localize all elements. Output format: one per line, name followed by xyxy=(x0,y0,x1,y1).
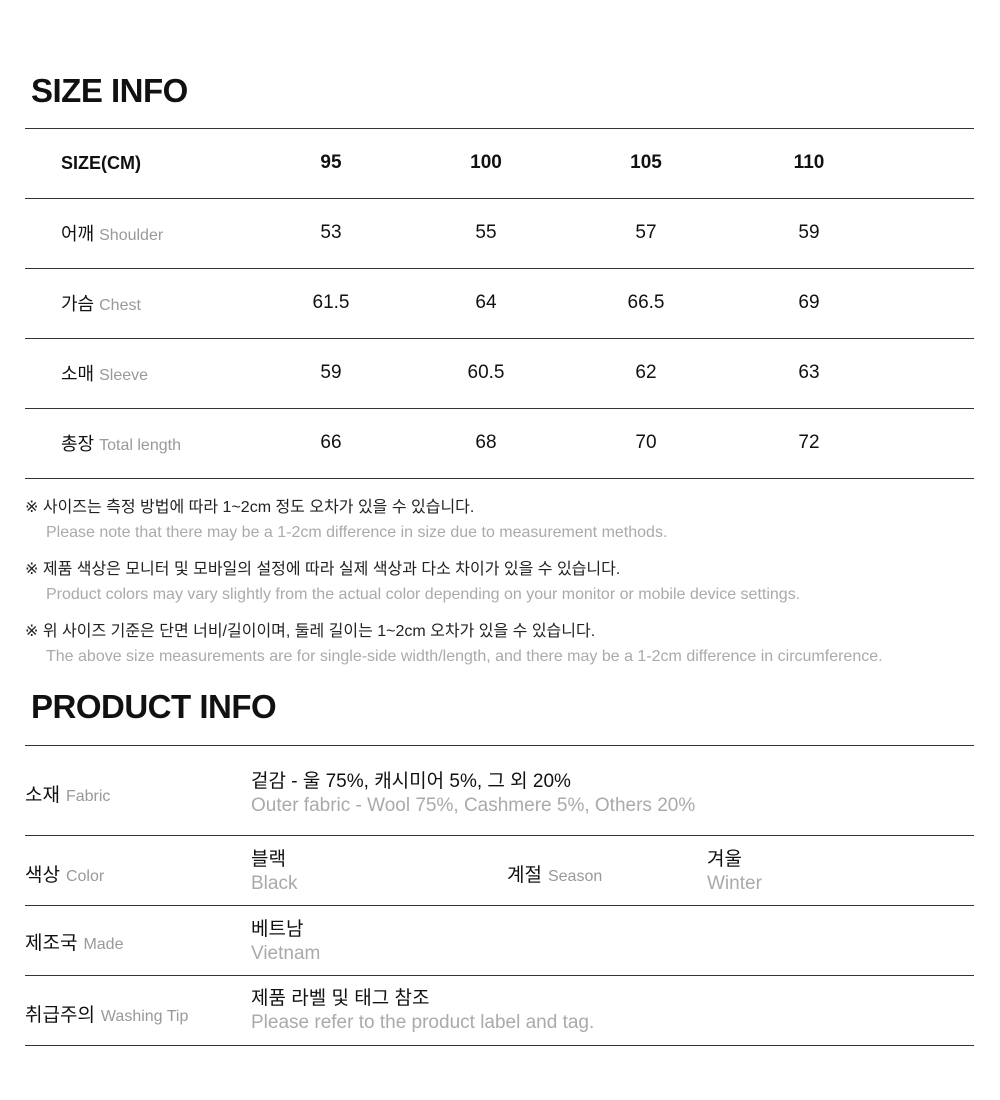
size-value: 64 xyxy=(475,292,497,313)
label-ko: 소재 xyxy=(25,785,60,806)
label-en: Total length xyxy=(99,437,181,454)
size-value: 57 xyxy=(635,222,657,243)
value-ko: 겨울 xyxy=(707,849,742,870)
label-en: Chest xyxy=(99,297,141,314)
divider xyxy=(25,745,974,746)
size-row: 가슴 Chest 61.5 64 66.5 69 xyxy=(25,268,974,338)
measure-label: 가슴 Chest xyxy=(61,290,141,316)
note-en: Please note that there may be a 1-2cm di… xyxy=(46,524,668,541)
size-row: 어깨 Shoulder 53 55 57 59 xyxy=(25,198,974,268)
made-value: 베트남 Vietnam xyxy=(251,918,320,966)
note-ko: ※ 사이즈는 측정 방법에 따라 1~2cm 정도 오차가 있을 수 있습니다. xyxy=(25,499,475,516)
size-value: 66 xyxy=(320,432,342,453)
size-value: 60.5 xyxy=(467,362,505,383)
divider xyxy=(25,1045,974,1046)
label-ko: 계절 xyxy=(507,865,542,886)
label-en: Shoulder xyxy=(99,227,164,244)
value-ko: 블랙 xyxy=(251,849,286,870)
fabric-label: 소재 Fabric xyxy=(25,780,110,807)
fabric-value: 겉감 - 울 75%, 캐시미어 5%, 그 외 20% Outer fabric… xyxy=(251,770,695,818)
divider xyxy=(25,128,974,129)
value-ko: 제품 라벨 및 태그 참조 xyxy=(251,988,430,1009)
label-ko: 제조국 xyxy=(25,933,78,954)
measure-label: 총장 Total length xyxy=(61,430,181,456)
size-value: 59 xyxy=(798,222,820,243)
note-ko: ※ 제품 색상은 모니터 및 모바일의 설정에 따라 실제 색상과 다소 차이가… xyxy=(25,561,621,578)
label-en: Season xyxy=(547,868,603,885)
size-value: 53 xyxy=(320,222,342,243)
size-value: 72 xyxy=(798,432,820,453)
note-en: Product colors may vary slightly from th… xyxy=(46,586,801,603)
value-ko: 겉감 - 울 75%, 캐시미어 5%, 그 외 20% xyxy=(251,771,571,792)
size-value: 61.5 xyxy=(312,292,350,313)
value-en: Black xyxy=(251,873,298,894)
measure-label: 어깨 Shoulder xyxy=(61,220,163,246)
product-info-title: PRODUCT INFO xyxy=(31,688,277,725)
size-header-row: SIZE(CM) 95 100 105 110 xyxy=(25,128,974,198)
divider xyxy=(25,408,974,409)
size-value: 68 xyxy=(475,432,497,453)
value-en: Please refer to the product label and ta… xyxy=(251,1012,595,1033)
color-label: 색상 Color xyxy=(25,860,104,887)
label-en: Made xyxy=(83,936,124,953)
divider xyxy=(25,478,974,479)
made-label: 제조국 Made xyxy=(25,928,123,955)
label-en: Sleeve xyxy=(99,367,149,384)
label-ko: 색상 xyxy=(25,865,60,886)
washing-label: 취급주의 Washing Tip xyxy=(25,1000,188,1027)
size-header-label: SIZE(CM) xyxy=(61,152,141,173)
label-en: Color xyxy=(65,868,105,885)
size-value: 59 xyxy=(320,362,342,383)
note-ko: ※ 위 사이즈 기준은 단면 너비/길이이며, 둘레 길이는 1~2cm 오차가… xyxy=(25,623,596,640)
size-value: 62 xyxy=(635,362,657,383)
season-label: 계절 Season xyxy=(507,860,602,887)
washing-value: 제품 라벨 및 태그 참조 Please refer to the product… xyxy=(251,987,594,1035)
size-value: 55 xyxy=(475,222,497,243)
label-en: Washing Tip xyxy=(100,1008,189,1025)
color-value: 블랙 Black xyxy=(251,848,297,896)
note-en: The above size measurements are for sing… xyxy=(46,648,883,665)
divider xyxy=(25,268,974,269)
divider xyxy=(25,835,974,836)
size-value: 70 xyxy=(635,432,657,453)
season-value: 겨울 Winter xyxy=(707,848,762,896)
size-note: ※ 사이즈는 측정 방법에 따라 1~2cm 정도 오차가 있을 수 있습니다.… xyxy=(25,493,667,542)
divider xyxy=(25,198,974,199)
size-row: 총장 Total length 66 68 70 72 xyxy=(25,408,974,478)
size-col: 100 xyxy=(470,152,502,173)
value-en: Outer fabric - Wool 75%, Cashmere 5%, Ot… xyxy=(251,795,696,816)
value-en: Vietnam xyxy=(251,943,321,964)
size-col: 110 xyxy=(793,152,825,173)
size-row: 소매 Sleeve 59 60.5 62 63 xyxy=(25,338,974,408)
label-ko: 어깨 xyxy=(61,224,95,244)
label-ko: 총장 xyxy=(61,434,95,454)
divider xyxy=(25,905,974,906)
label-ko: 가슴 xyxy=(61,294,95,314)
measure-label: 소매 Sleeve xyxy=(61,360,148,386)
size-col: 105 xyxy=(630,152,662,173)
size-col: 95 xyxy=(320,152,342,173)
divider xyxy=(25,975,974,976)
label-ko: 취급주의 xyxy=(25,1005,95,1026)
divider xyxy=(25,338,974,339)
label-ko: 소매 xyxy=(61,364,95,384)
size-note: ※ 위 사이즈 기준은 단면 너비/길이이며, 둘레 길이는 1~2cm 오차가… xyxy=(25,617,883,666)
size-note: ※ 제품 색상은 모니터 및 모바일의 설정에 따라 실제 색상과 다소 차이가… xyxy=(25,555,800,604)
size-info-title: SIZE INFO xyxy=(31,72,188,109)
size-value: 69 xyxy=(798,292,820,313)
value-en: Winter xyxy=(707,873,762,894)
size-value: 66.5 xyxy=(627,292,665,313)
size-value: 63 xyxy=(798,362,820,383)
value-ko: 베트남 xyxy=(251,919,304,940)
label-en: Fabric xyxy=(65,788,111,805)
